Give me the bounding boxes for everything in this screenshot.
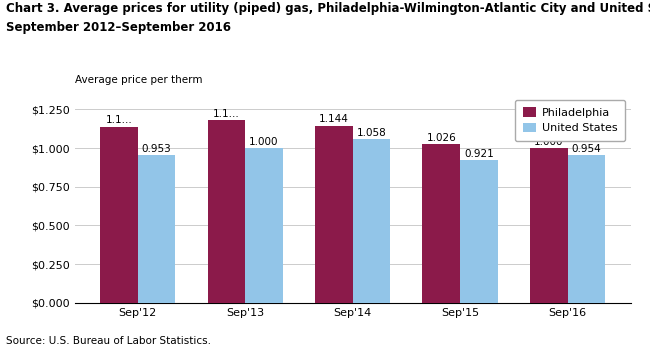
Text: 1.1...: 1.1... — [213, 109, 240, 119]
Text: Source: U.S. Bureau of Labor Statistics.: Source: U.S. Bureau of Labor Statistics. — [6, 336, 211, 346]
Legend: Philadelphia, United States: Philadelphia, United States — [515, 100, 625, 141]
Text: 1.058: 1.058 — [357, 128, 386, 137]
Bar — [422, 144, 460, 303]
Bar — [207, 120, 245, 303]
Text: 0.953: 0.953 — [142, 144, 172, 154]
Text: Average price per therm: Average price per therm — [75, 75, 202, 85]
Bar — [530, 148, 567, 303]
Bar — [315, 126, 352, 303]
Bar — [100, 127, 138, 303]
Text: 1.144: 1.144 — [319, 114, 349, 124]
Text: 0.921: 0.921 — [464, 149, 494, 159]
Text: September 2012–September 2016: September 2012–September 2016 — [6, 21, 231, 34]
Text: 0.954: 0.954 — [571, 144, 601, 154]
Bar — [138, 155, 176, 303]
Text: 1.000: 1.000 — [249, 136, 279, 147]
Bar — [245, 148, 283, 303]
Text: 1.026: 1.026 — [426, 133, 456, 143]
Bar — [352, 139, 390, 303]
Text: 1.1...: 1.1... — [105, 115, 132, 125]
Bar — [460, 160, 498, 303]
Text: 1.000: 1.000 — [534, 136, 564, 147]
Bar — [567, 155, 605, 303]
Text: Chart 3. Average prices for utility (piped) gas, Philadelphia-Wilmington-Atlanti: Chart 3. Average prices for utility (pip… — [6, 2, 650, 15]
